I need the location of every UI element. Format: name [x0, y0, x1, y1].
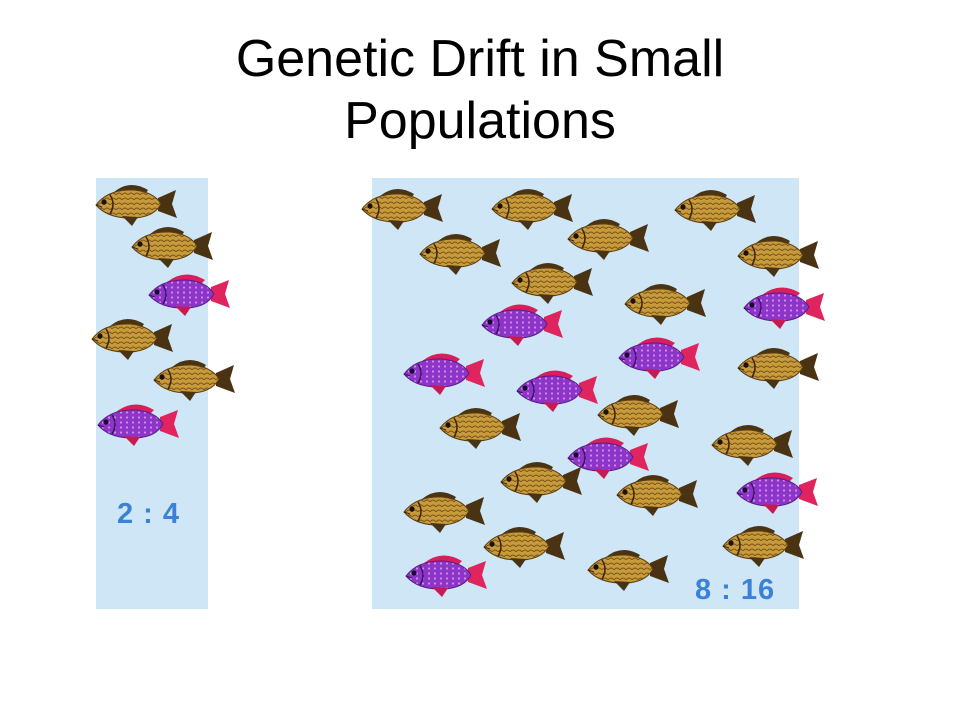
- small-population-ratio: 2 : 4: [117, 498, 181, 530]
- brown-fish-icon: [564, 214, 650, 262]
- purple-fish-icon: [513, 366, 599, 414]
- purple-fish-icon: [740, 283, 826, 331]
- title-line-2: Populations: [344, 92, 616, 150]
- brown-fish-icon: [488, 184, 574, 232]
- title-line-1: Genetic Drift in Small: [235, 30, 725, 88]
- brown-fish-icon: [613, 470, 699, 518]
- brown-fish-icon: [734, 343, 820, 391]
- purple-fish-icon: [402, 551, 488, 599]
- brown-fish-icon: [594, 390, 680, 438]
- purple-fish-icon: [733, 468, 819, 516]
- brown-fish-icon: [150, 355, 236, 403]
- purple-fish-icon: [400, 349, 486, 397]
- brown-fish-icon: [621, 279, 707, 327]
- brown-fish-icon: [708, 420, 794, 468]
- brown-fish-icon: [584, 545, 670, 593]
- brown-fish-icon: [358, 184, 444, 232]
- brown-fish-icon: [734, 231, 820, 279]
- brown-fish-icon: [416, 229, 502, 277]
- brown-fish-icon: [400, 487, 486, 535]
- brown-fish-icon: [671, 185, 757, 233]
- slide-title: Genetic Drift in Small Populations: [0, 28, 960, 152]
- large-population-ratio: 8 : 16: [695, 574, 776, 606]
- brown-fish-icon: [436, 403, 522, 451]
- brown-fish-icon: [128, 222, 214, 270]
- purple-fish-icon: [145, 270, 231, 318]
- purple-fish-icon: [615, 333, 701, 381]
- brown-fish-icon: [92, 180, 178, 228]
- purple-fish-icon: [478, 300, 564, 348]
- brown-fish-icon: [508, 258, 594, 306]
- brown-fish-icon: [480, 522, 566, 570]
- purple-fish-icon: [94, 400, 180, 448]
- brown-fish-icon: [719, 521, 805, 569]
- brown-fish-icon: [497, 457, 583, 505]
